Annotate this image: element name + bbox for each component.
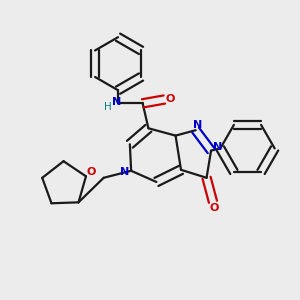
Text: O: O — [165, 94, 175, 103]
Text: N: N — [213, 142, 222, 152]
Text: H: H — [103, 102, 111, 112]
Text: O: O — [86, 167, 95, 177]
Text: O: O — [209, 202, 219, 212]
Text: N: N — [112, 98, 122, 107]
Text: N: N — [120, 167, 129, 177]
Text: N: N — [193, 120, 203, 130]
